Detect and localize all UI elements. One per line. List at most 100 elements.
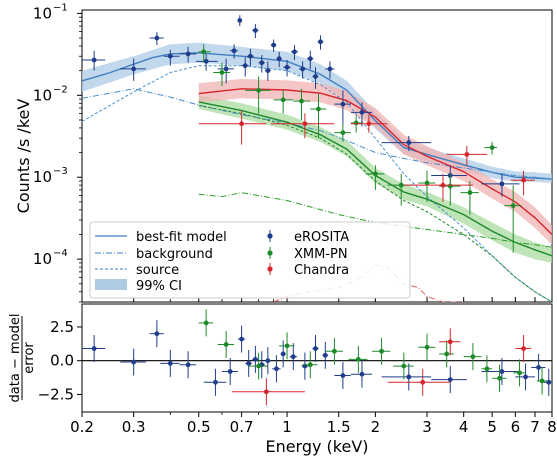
data-point-erosita <box>381 135 432 151</box>
data-marker <box>248 53 253 59</box>
data-marker <box>313 346 318 351</box>
data-marker <box>340 373 346 378</box>
data-marker <box>366 121 372 127</box>
data-marker <box>292 49 297 55</box>
data-marker <box>470 354 476 360</box>
data-marker <box>406 140 412 145</box>
residual-point-erosita <box>381 363 432 391</box>
residual-point-erosita <box>431 366 467 394</box>
x-tick-label: 3 <box>422 418 432 436</box>
data-point-xmm <box>484 141 498 155</box>
legend: best-fit model background source 99% CI … <box>89 221 411 299</box>
data-point-erosita <box>325 61 335 79</box>
residual-point-chandra <box>232 378 305 406</box>
data-marker <box>256 87 262 93</box>
y-tick-exponent: −3 <box>53 166 68 177</box>
y-tick-label: 2.5 <box>50 318 74 336</box>
residual-point-xmm <box>492 364 507 392</box>
residual-point-erosita <box>312 335 319 363</box>
data-point-xmm <box>418 170 436 202</box>
spectrum-panel: 10−110−210−310−4 Counts /s /keV best-fit… <box>14 2 553 303</box>
data-marker <box>536 365 541 370</box>
data-marker <box>322 352 328 358</box>
data-marker <box>237 18 243 23</box>
data-marker <box>203 58 209 64</box>
data-marker <box>521 346 526 351</box>
x-axis-label: Energy (keV) <box>265 437 368 456</box>
data-marker <box>302 121 308 127</box>
data-marker <box>331 348 337 354</box>
legend-background-label: background <box>136 247 213 262</box>
data-point-erosita <box>290 45 299 60</box>
x-tick-label: 5 <box>487 418 497 436</box>
residual-point-erosita <box>322 341 329 369</box>
residual-point-erosita <box>350 360 373 388</box>
residual-point-xmm <box>513 359 526 387</box>
model-curves <box>82 52 552 302</box>
data-marker <box>359 371 365 377</box>
data-marker <box>539 378 545 384</box>
x-tick-label: 2 <box>371 418 381 436</box>
data-marker <box>231 48 237 54</box>
data-marker <box>510 203 516 209</box>
residual-x-ticks: 0.2 0.3 0.5 0.7 1 1.5 2 3 4 5 6 7 8 <box>70 412 557 436</box>
data-marker <box>398 182 404 188</box>
data-point-chandra <box>270 113 335 139</box>
legend-chandra-marker <box>267 263 273 275</box>
data-marker <box>223 66 229 72</box>
y-tick-label: −2.5 <box>38 385 74 403</box>
data-marker <box>274 366 279 372</box>
data-point-erosita <box>179 46 197 63</box>
data-marker <box>447 339 453 345</box>
data-point-erosita <box>196 53 218 71</box>
legend-ci-swatch <box>95 279 127 290</box>
residual-point-xmm <box>536 367 548 395</box>
y-tick-label: 10 <box>33 4 52 22</box>
residual-point-erosita <box>334 362 351 390</box>
y-tick-label: 0.0 <box>50 352 74 370</box>
data-marker <box>484 366 490 372</box>
data-point-chandra <box>511 170 535 196</box>
residual-point-erosita <box>481 358 520 385</box>
residual-point-erosita <box>149 320 164 348</box>
data-marker <box>353 120 359 126</box>
data-point-erosita <box>149 32 164 46</box>
data-marker <box>227 369 233 374</box>
x-tick-label: 1.5 <box>327 418 351 436</box>
data-marker <box>259 60 265 66</box>
data-point-erosita <box>481 173 520 197</box>
residual-point-xmm <box>198 309 214 337</box>
data-point-chandra <box>403 173 473 202</box>
residual-point-erosita <box>543 368 552 396</box>
data-marker <box>359 109 365 115</box>
residual-point-xmm <box>393 352 414 380</box>
data-marker <box>280 351 286 357</box>
legend-erosita-label: eROSITA <box>294 230 349 245</box>
data-marker <box>447 183 453 189</box>
legend-ci-label: 99% CI <box>136 279 182 294</box>
spectral-data-points <box>82 15 535 253</box>
spectrum-y-axis-label: Counts /s /keV <box>14 99 33 214</box>
legend-chandra-label: Chandra <box>294 263 349 278</box>
data-marker <box>284 343 290 349</box>
y-tick-label: 10 <box>33 250 52 268</box>
residual-y-label-bottom: error <box>22 342 37 374</box>
data-marker <box>219 70 225 75</box>
y-tick-exponent: −4 <box>53 248 68 259</box>
data-marker <box>242 63 248 69</box>
data-point-erosita <box>217 58 235 84</box>
data-marker <box>185 51 191 57</box>
residual-y-axis-label: data − model error <box>8 314 37 403</box>
data-marker <box>154 35 160 41</box>
data-marker <box>464 152 470 157</box>
x-tick-label: 0.7 <box>230 418 254 436</box>
residual-point-erosita <box>245 349 253 377</box>
residual-point-erosita <box>515 363 535 391</box>
data-marker <box>307 56 313 62</box>
data-point-xmm <box>245 76 271 114</box>
data-point-erosita <box>307 50 314 69</box>
data-point-xmm <box>365 165 385 190</box>
data-marker <box>131 66 137 72</box>
data-marker <box>340 101 346 107</box>
